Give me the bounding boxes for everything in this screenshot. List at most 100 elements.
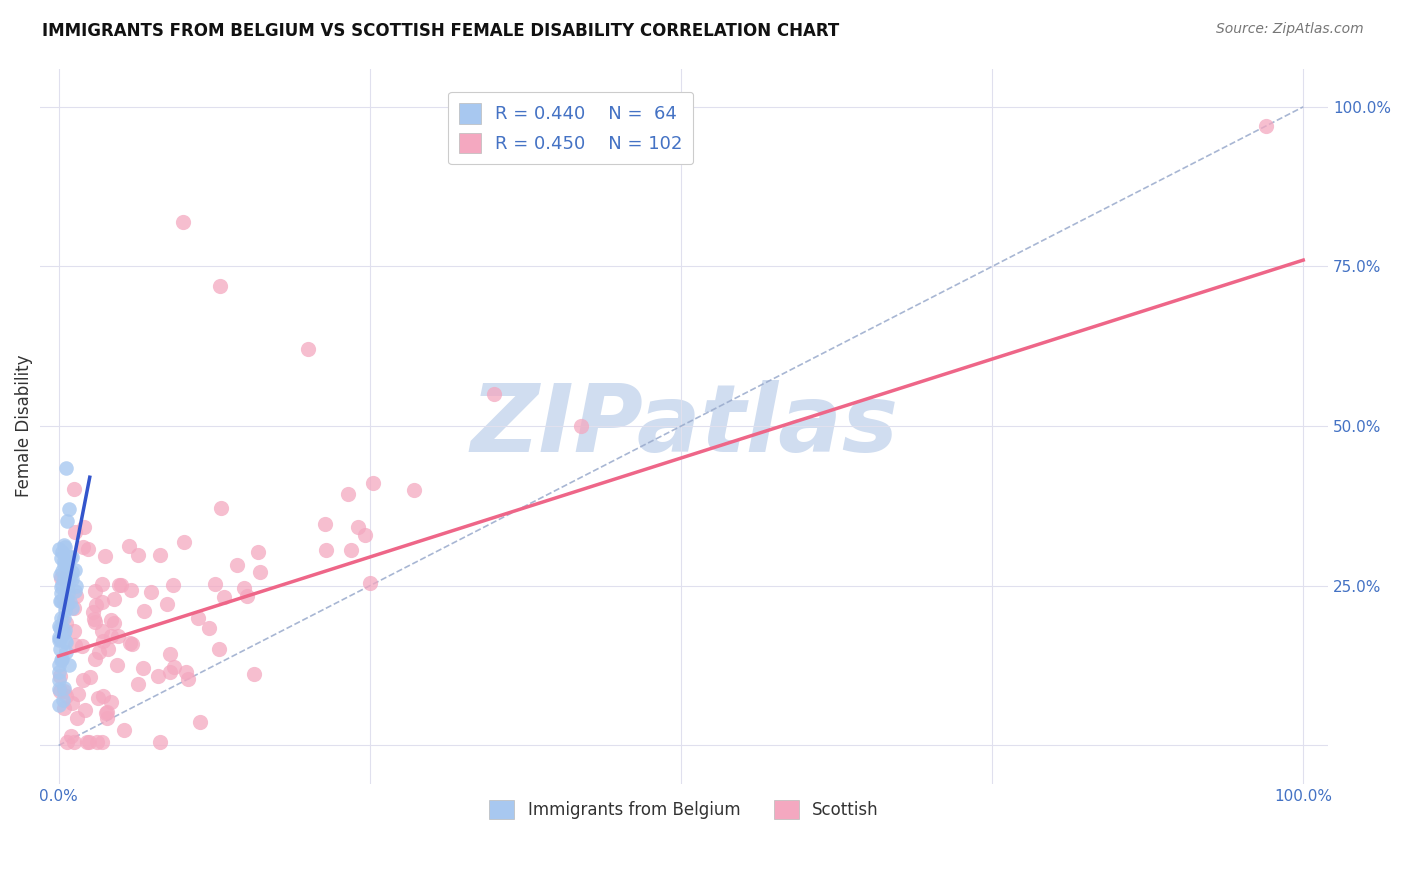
Point [132,604,155,618]
Point [48,631,70,645]
Point [65,638,87,652]
Point [315,517,337,532]
Point [52,626,75,640]
Point [359,576,381,591]
Point [214,590,236,604]
Point [59,570,82,584]
Point [336,487,359,501]
Point [76,735,98,749]
Point [484,387,506,401]
Point [56,597,79,611]
Point [66,710,89,724]
Point [120,636,142,650]
Point [49,621,72,635]
Point [90,577,112,591]
Point [53,603,76,617]
Point [55,645,77,659]
Legend: Immigrants from Belgium, Scottish: Immigrants from Belgium, Scottish [482,793,886,825]
Point [51,580,73,594]
Point [48,682,70,697]
Point [346,520,368,534]
Point [52,596,75,610]
Point [63,564,86,578]
Point [49,641,72,656]
Point [96,706,118,720]
Point [159,665,181,680]
Point [48,542,70,557]
Point [48,657,70,672]
Point [103,592,125,607]
Point [77,735,100,749]
Point [198,621,221,635]
Point [77,542,100,557]
Point [84,652,107,666]
Point [297,343,319,357]
Point [58,502,80,516]
Point [236,589,259,603]
Point [118,539,141,553]
Point [51,578,73,592]
Point [225,558,247,572]
Point [207,641,229,656]
Point [58,555,80,569]
Point [49,669,72,683]
Point [155,597,177,611]
Point [315,542,337,557]
Point [174,665,197,679]
Point [149,549,172,563]
Point [59,595,82,609]
Point [52,538,75,552]
Point [60,601,83,615]
Point [91,634,114,648]
Point [60,572,83,586]
Point [55,580,77,594]
Point [51,571,73,585]
Point [91,594,114,608]
Point [63,524,86,539]
Point [132,661,155,675]
Point [60,565,83,579]
Point [51,545,73,559]
Point [63,624,86,639]
Point [51,594,73,608]
Point [72,520,94,534]
Point [404,483,426,497]
Point [242,666,264,681]
Point [149,735,172,749]
Point [87,691,110,706]
Point [59,549,82,564]
Point [48,618,70,632]
Point [67,687,90,701]
Point [48,698,70,712]
Point [105,658,128,673]
Point [52,693,75,707]
Point [53,623,76,637]
Text: IMMIGRANTS FROM BELGIUM VS SCOTTISH FEMALE DISABILITY CORRELATION CHART: IMMIGRANTS FROM BELGIUM VS SCOTTISH FEMA… [42,22,839,40]
Point [53,572,76,586]
Point [120,583,142,598]
Point [48,632,70,647]
Point [249,565,271,579]
Point [55,593,77,607]
Point [55,554,77,568]
Point [162,659,184,673]
Point [127,676,149,690]
Point [53,540,76,554]
Point [55,615,77,630]
Point [60,549,83,564]
Point [65,579,87,593]
Text: Source: ZipAtlas.com: Source: ZipAtlas.com [1216,22,1364,37]
Text: ZIPatlas: ZIPatlas [470,380,898,472]
Point [209,500,232,515]
Point [51,621,73,635]
Point [121,637,143,651]
Point [139,584,162,599]
Point [209,278,232,293]
Point [100,614,122,628]
Point [96,711,118,725]
Point [49,632,72,647]
Point [70,639,93,653]
Point [60,696,83,710]
Point [51,565,73,579]
Point [49,684,72,698]
